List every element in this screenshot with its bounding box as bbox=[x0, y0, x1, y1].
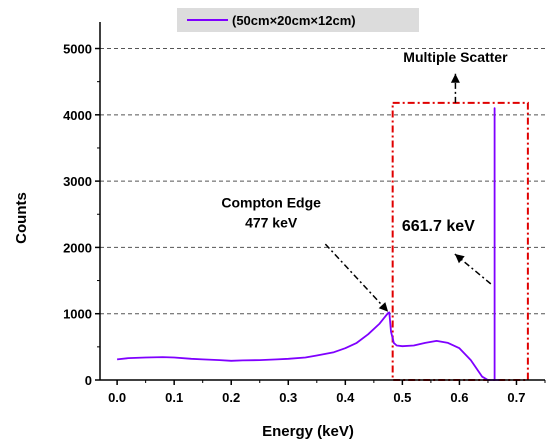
x-tick-label: 0.7 bbox=[507, 390, 525, 405]
x-tick-label: 0.2 bbox=[222, 390, 240, 405]
annotations: Compton Edge 477 keV 661.7 keV Multiple Sca… bbox=[221, 49, 508, 235]
series-layer bbox=[116, 107, 500, 381]
y-tick-label: 4000 bbox=[63, 108, 92, 123]
y-tick-label: 1000 bbox=[63, 307, 92, 322]
x-axis-label: Energy (keV) bbox=[262, 423, 354, 440]
axes bbox=[99, 22, 545, 381]
y-tick-label: 5000 bbox=[63, 42, 92, 57]
legend: (50cm×20cm×12cm) bbox=[177, 8, 419, 32]
x-tick-label: 0.5 bbox=[393, 390, 411, 405]
annotation-arrows bbox=[324, 73, 492, 313]
y-tick-label: 3000 bbox=[63, 174, 92, 189]
annotation-text: Multiple Scatter bbox=[403, 49, 508, 65]
region-box bbox=[391, 101, 529, 382]
x-tick-label: 0.0 bbox=[108, 390, 126, 405]
multiple-scatter-region bbox=[391, 101, 529, 382]
annotation-text: 477 keV bbox=[245, 215, 298, 231]
series-line bbox=[116, 107, 500, 381]
annotation-arrowhead bbox=[454, 254, 465, 264]
x-axis-ticks: 0.0 0.1 0.2 0.3 0.4 0.5 0.6 0.7 bbox=[108, 380, 546, 405]
y-axis-ticks: 0 1000 2000 3000 4000 5000 bbox=[63, 42, 100, 388]
y-tick-label: 2000 bbox=[63, 240, 92, 255]
annotation-arrow-line bbox=[324, 243, 389, 313]
legend-label: (50cm×20cm×12cm) bbox=[232, 13, 356, 28]
annotation-text: 661.7 keV bbox=[402, 218, 475, 235]
x-tick-label: 0.6 bbox=[450, 390, 468, 405]
annotation-arrowhead bbox=[378, 302, 389, 312]
y-axis-label: Counts bbox=[13, 192, 30, 244]
x-tick-label: 0.1 bbox=[165, 390, 183, 405]
x-tick-label: 0.4 bbox=[336, 390, 355, 405]
y-tick-label: 0 bbox=[85, 373, 92, 388]
x-tick-label: 0.3 bbox=[279, 390, 297, 405]
annotation-arrowhead bbox=[450, 73, 460, 83]
annotation-text: Compton Edge bbox=[221, 195, 321, 211]
